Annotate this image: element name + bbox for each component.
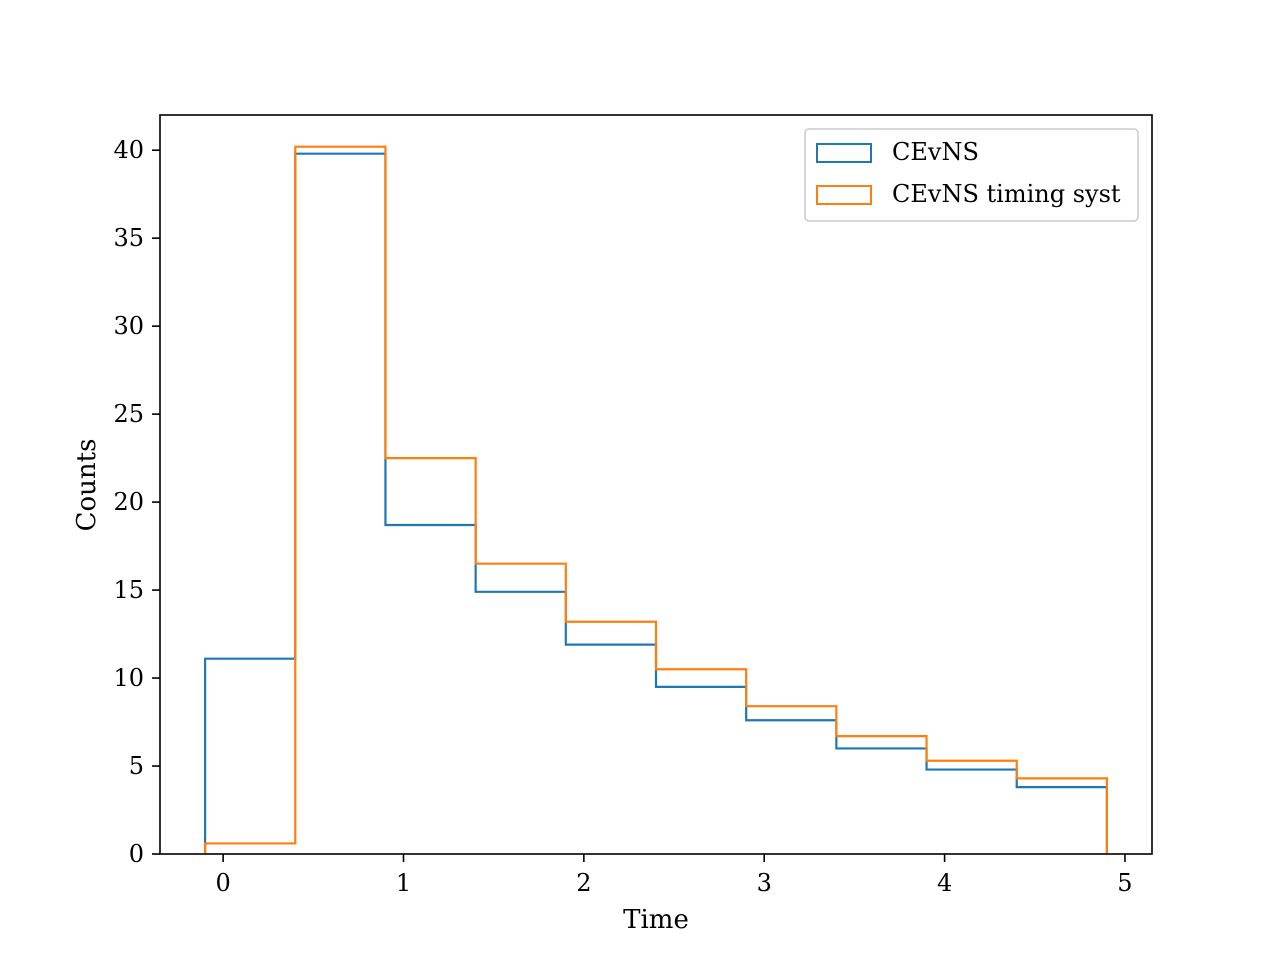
x-tick-label: 4 [937, 869, 952, 897]
plot-area-frame [159, 114, 1153, 855]
legend-label-cevns-timing-syst: CEvNS timing syst [892, 180, 1121, 208]
x-tick-label: 2 [576, 869, 591, 897]
y-axis-ticks: 0 5 10 15 20 25 30 35 40 [113, 136, 160, 868]
y-tick-label: 20 [113, 488, 144, 516]
series-layer [203, 145, 1109, 854]
series-cevns [203, 152, 1109, 854]
x-tick-label: 3 [757, 869, 772, 897]
legend-swatch-cevns-timing-syst [816, 185, 872, 205]
y-tick-label: 10 [113, 664, 144, 692]
legend: CEvNS CEvNS timing syst [804, 128, 1139, 222]
y-tick-label: 35 [113, 224, 144, 252]
series-cevns-timing-syst [203, 145, 1109, 854]
x-axis-ticks: 0 1 2 3 4 5 [215, 854, 1133, 897]
x-tick-label: 0 [215, 869, 230, 897]
y-tick-label: 30 [113, 312, 144, 340]
x-tick-label: 5 [1117, 869, 1132, 897]
y-tick-label: 40 [113, 136, 144, 164]
y-tick-label: 0 [129, 840, 144, 868]
x-axis-label: Time [623, 905, 689, 935]
legend-frame [804, 128, 1139, 222]
legend-swatch-cevns [816, 143, 872, 163]
x-tick-label: 1 [396, 869, 411, 897]
y-tick-label: 15 [113, 576, 144, 604]
legend-label-cevns: CEvNS [892, 138, 979, 166]
y-axis-label: Counts [72, 439, 102, 532]
y-tick-label: 5 [129, 752, 144, 780]
y-tick-label: 25 [113, 400, 144, 428]
